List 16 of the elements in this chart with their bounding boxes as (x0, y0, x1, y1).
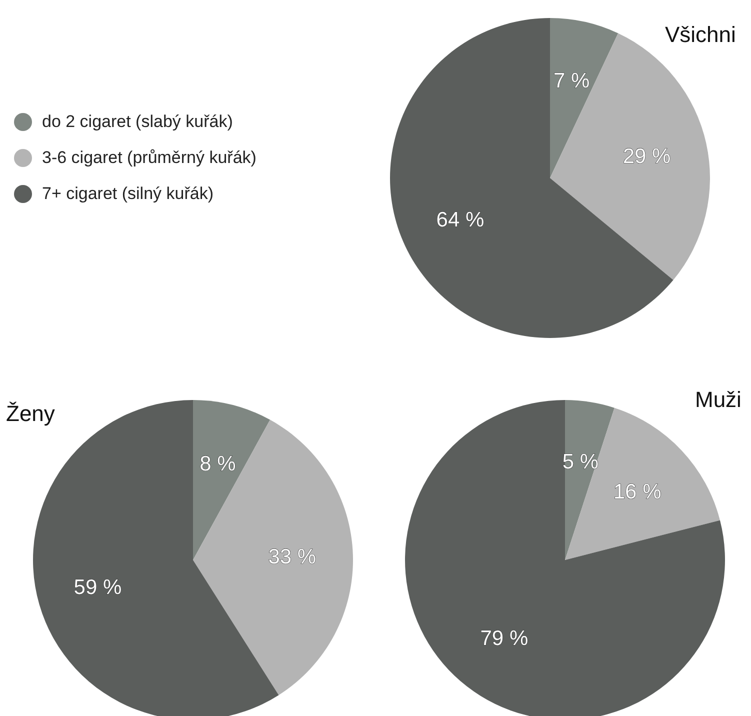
data-label: 16 % (613, 480, 662, 504)
chart-title: Ženy (6, 401, 55, 427)
data-label: 64 % (436, 208, 484, 232)
data-label: 7 % (554, 70, 590, 93)
data-label: 33 % (268, 545, 316, 568)
data-label: 79 % (480, 626, 528, 650)
chart-title: Všichni (665, 22, 736, 48)
pie-slice (550, 18, 618, 178)
chart-title: Muži (695, 387, 742, 413)
legend-label: do 2 cigaret (slabý kuřák) (42, 112, 233, 132)
data-label: 29 % (622, 144, 671, 168)
data-label: 59 % (74, 576, 122, 600)
data-label: 8 % (200, 452, 236, 476)
legend-label: 7+ cigaret (silný kuřák) (42, 184, 214, 204)
legend-label: 3-6 cigaret (průměrný kuřák) (42, 148, 256, 168)
data-label: 5 % (562, 450, 599, 474)
